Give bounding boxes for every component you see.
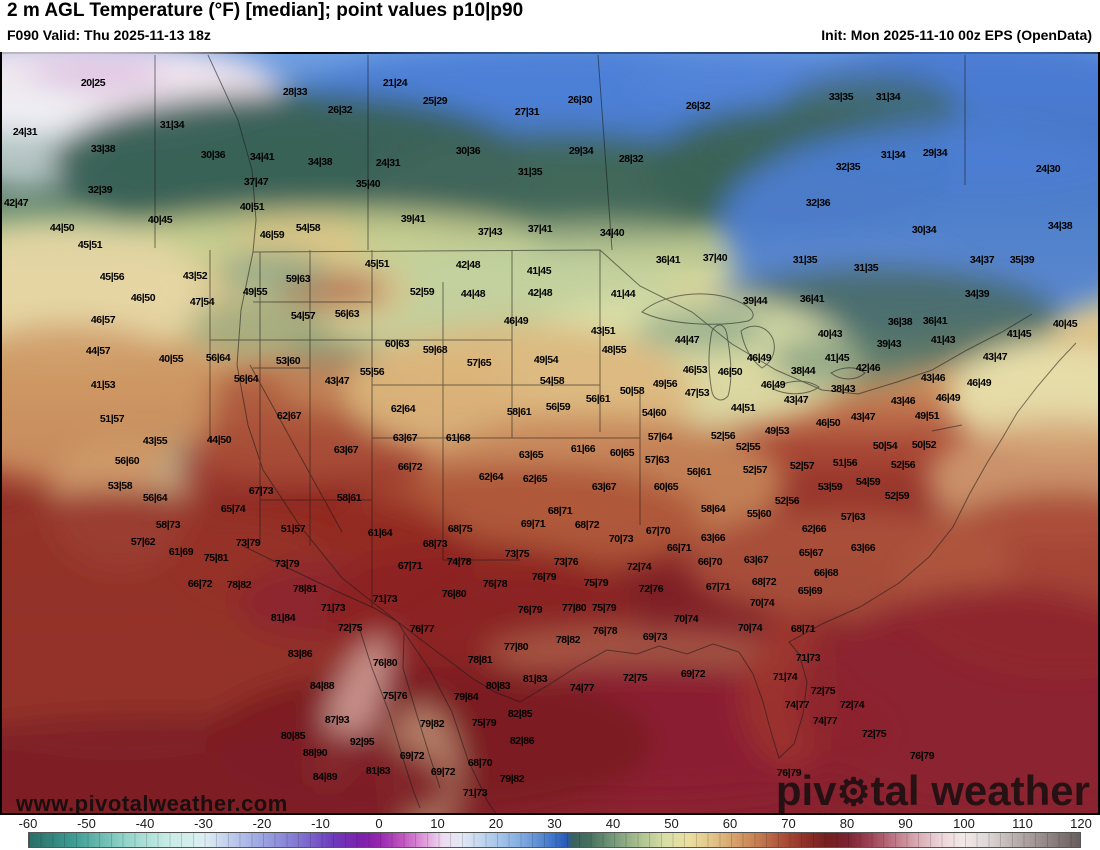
page-title: 2 m AGL Temperature (°F) [median]; point…: [7, 0, 524, 21]
colorbar-tick: 70: [781, 816, 796, 831]
colorbar-tick: 60: [722, 816, 738, 831]
header: 2 m AGL Temperature (°F) [median]; point…: [0, 0, 1100, 52]
colorbar-legend: -60 -50 -40 -30 -20 -10 0 10 20 30 40 50 60 70 80 90 100…: [0, 815, 1100, 850]
colorbar-tick: -60: [18, 816, 38, 831]
gear-icon: ⚙: [836, 772, 871, 814]
colorbar-tick: 10: [430, 816, 445, 831]
colorbar-gradient: [28, 832, 1081, 848]
logo-text-post: tal weather: [870, 767, 1090, 814]
colorbar-tick: -50: [77, 816, 96, 831]
watermark-url: www.pivotalweather.com: [16, 791, 288, 816]
colorbar-tick: 50: [664, 816, 679, 831]
colorbar-tick: 20: [488, 816, 504, 831]
colorbar-tick: 30: [547, 816, 562, 831]
colorbar-tick: 100: [953, 816, 975, 831]
colorbar-tick: -30: [194, 816, 213, 831]
colorbar-tick: 0: [375, 816, 383, 831]
colorbar-tick: -10: [311, 816, 330, 831]
colorbar-tick: 80: [839, 816, 855, 831]
pivotal-weather-logo: piv⚙tal weather: [775, 767, 1090, 814]
colorbar-tick: -40: [135, 816, 155, 831]
init-time-label: Init: Mon 2025-11-10 00z EPS (OpenData): [821, 27, 1092, 43]
colorbar-tick: 110: [1012, 816, 1033, 831]
colorbar-tick: -20: [252, 816, 272, 831]
colorbar-tick: 120: [1070, 816, 1092, 831]
colorbar-tick: 40: [605, 816, 621, 831]
colorbar-tick: 90: [898, 816, 913, 831]
valid-time-label: F090 Valid: Thu 2025-11-13 18z: [7, 27, 211, 43]
logo-text-pre: piv: [775, 767, 837, 814]
temperature-map-canvas: [0, 52, 1100, 815]
